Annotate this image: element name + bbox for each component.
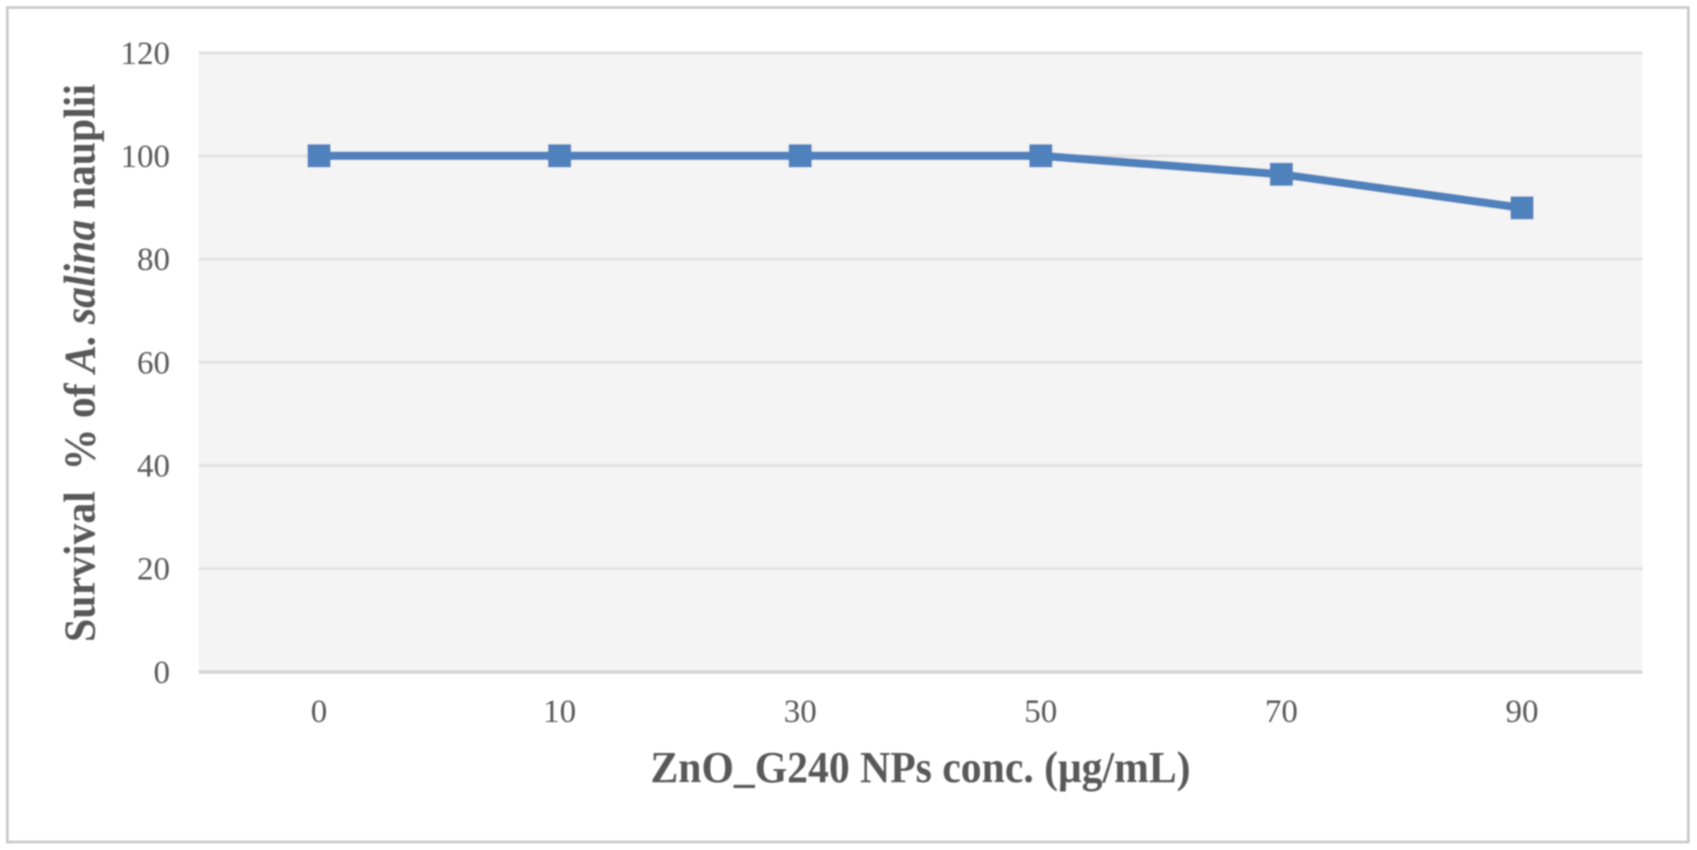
svg-text:40: 40 bbox=[137, 448, 170, 484]
svg-text:30: 30 bbox=[784, 694, 817, 730]
svg-text:Survival % of A. salina naupl: Survival % of A. salina nauplii bbox=[56, 84, 105, 642]
svg-text:ZnO_G240 NPs conc. (μg/mL): ZnO_G240 NPs conc. (μg/mL) bbox=[651, 743, 1191, 792]
svg-text:100: 100 bbox=[121, 139, 171, 175]
svg-text:90: 90 bbox=[1506, 694, 1539, 730]
svg-text:0: 0 bbox=[154, 655, 171, 691]
svg-text:120: 120 bbox=[121, 36, 171, 72]
svg-text:60: 60 bbox=[137, 345, 170, 381]
svg-text:70: 70 bbox=[1265, 694, 1298, 730]
svg-text:10: 10 bbox=[543, 694, 576, 730]
svg-text:50: 50 bbox=[1024, 694, 1057, 730]
svg-text:20: 20 bbox=[137, 552, 170, 588]
svg-text:80: 80 bbox=[137, 242, 170, 278]
svg-text:0: 0 bbox=[311, 694, 328, 730]
